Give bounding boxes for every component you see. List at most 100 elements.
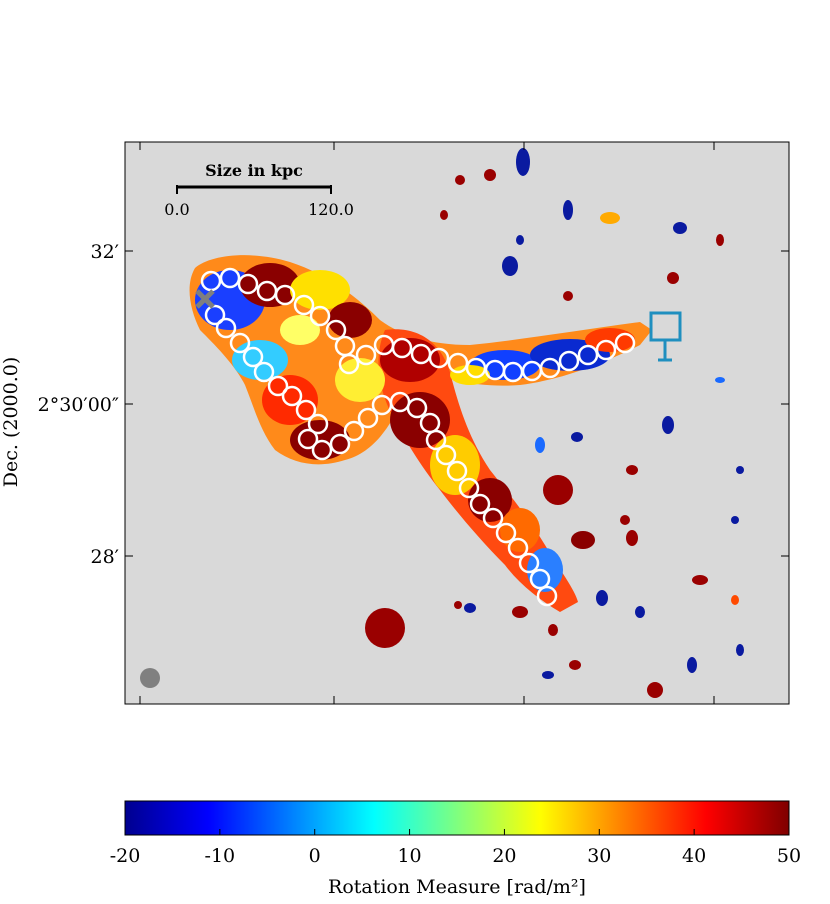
sampling-circle [458,477,480,499]
rm-patch [232,340,288,380]
rm-blob [563,291,573,301]
rm-patch [390,392,450,448]
colorbar-tick-label: 0 [309,845,321,867]
colorbar-tick-label: -10 [205,845,236,867]
gray-beam-circle [140,668,160,688]
sampling-circle [309,305,331,327]
sampling-circle [577,344,599,366]
y-axis-label: Dec. (2000.0) [0,357,22,488]
sampling-circle [428,347,450,369]
rm-blob [516,235,524,245]
y-tick-label: 32′ [91,241,120,263]
sampling-circle [343,420,365,442]
rm-blob [736,644,744,656]
rm-blob [548,624,558,636]
sampling-circle [536,585,558,607]
map-frame [124,141,790,705]
colorbar-tick-label: 20 [492,845,516,867]
rm-blob [365,608,405,648]
rm-blob [687,657,697,673]
sampling-circle [274,284,296,306]
rm-blob [543,475,573,505]
sampling-circle [507,537,529,559]
colorbar-tick-label: 30 [587,845,611,867]
map-panel: Size in kpc 0.0 120.0 32′ 2°30′00″ 28′ D… [0,141,790,705]
scale-bar: Size in kpc 0.0 120.0 [164,161,354,219]
sampling-circle [281,385,303,407]
rm-blob [662,416,674,434]
gray-x-marker [195,289,215,309]
rm-blob [600,212,620,224]
sampling-circle [425,429,447,451]
rm-blob [715,377,725,383]
rm-blob [620,515,630,525]
map-ticks [125,142,789,704]
rm-blob [455,175,465,185]
rm-blob [731,595,739,605]
rm-blob [736,466,744,474]
sampling-circle [482,507,504,529]
rm-patch [328,302,372,338]
sampling-circles [200,267,636,607]
sampling-circle [307,413,329,435]
rm-blob [454,601,462,609]
sampling-circle [329,433,351,455]
sampling-circle [391,337,413,359]
y-tick-label: 28′ [91,546,120,568]
rm-blob [569,660,581,670]
sampling-circle [357,407,379,429]
scale-bar-title: Size in kpc [205,161,303,180]
sampling-circle [539,357,561,379]
sampling-circle [293,294,315,316]
sampling-circle [518,552,540,574]
sampling-circle [446,460,468,482]
rm-patch [262,375,318,425]
colorbar-tick-label: 10 [397,845,421,867]
sampling-circle [469,493,491,515]
rm-patch [335,358,385,402]
sampling-circle [595,339,617,361]
rm-blob [673,222,687,234]
sampling-circle [242,346,264,368]
colorbar-gradient [124,800,790,836]
colorbar-tick-label: 50 [777,845,801,867]
sampling-circle [237,273,259,295]
rm-blob [571,432,583,442]
blue-square-marker [649,311,682,362]
rm-patch [500,508,540,552]
rm-patch [380,338,440,382]
sampling-circle [355,344,377,366]
sampling-circle [229,332,251,354]
scale-bar-end-label: 120.0 [308,200,354,219]
rm-blob [667,272,679,284]
y-tick-label: 2°30′00″ [38,394,119,416]
sampling-circle [614,332,636,354]
sampling-circle [219,267,241,289]
scale-bar-start-label: 0.0 [164,200,189,219]
rm-blob [440,210,448,220]
rm-blob [512,606,528,618]
rm-blob [484,169,496,181]
rm-blob [647,682,663,698]
sampling-circle [204,304,226,326]
rm-blob [596,590,608,606]
rm-blob [571,531,595,549]
colorbar: -20 -10 0 10 20 30 40 50 Rotation Measure [rad/… [110,800,801,898]
sampling-circle [495,522,517,544]
rm-blob [731,516,739,524]
rm-blob [626,530,638,546]
rm-blob [502,256,518,276]
rm-blob [635,606,645,618]
rm-blob [563,200,573,220]
rm-blob [464,603,476,613]
sampling-circle [325,319,347,341]
sampling-circle [338,353,360,375]
sampling-circle [435,444,457,466]
sampling-circle [295,399,317,421]
colorbar-label: Rotation Measure [rad/m²] [328,876,586,898]
rm-blob [692,575,708,585]
sampling-circle [267,375,289,397]
colorbar-tick-label: -20 [110,845,141,867]
sampling-circle [297,428,319,450]
